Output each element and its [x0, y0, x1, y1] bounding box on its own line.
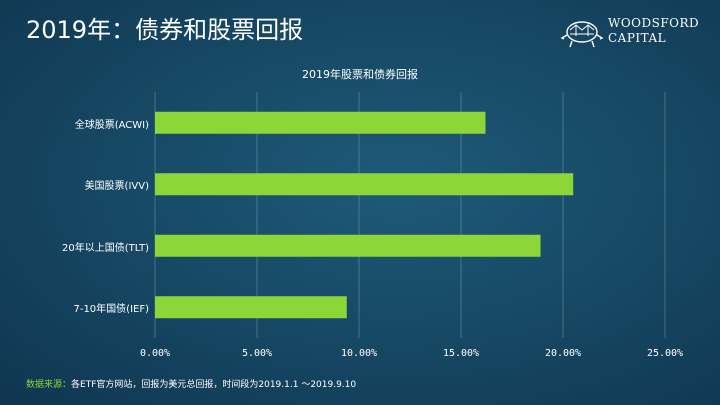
- x-tick-label: 5.00%: [241, 348, 273, 359]
- x-tick-label: 0.00%: [139, 348, 171, 359]
- logo-line-1: WOODSFORD: [608, 16, 700, 30]
- x-tick-label: 20.00%: [544, 348, 582, 359]
- bar: [155, 173, 574, 196]
- category-label: 全球股票(ACWI): [74, 119, 149, 131]
- logo-line-2: CAPITAL: [608, 31, 667, 45]
- source-text: 各ETF官方网站，回报为美元总回报，时间段为2019.1.1 ～2019.9.1…: [71, 380, 357, 390]
- company-logo: WOODSFORD CAPITAL: [560, 16, 710, 50]
- x-tick-label: 10.00%: [340, 348, 378, 359]
- category-label: 7-10年国债(IEF): [73, 304, 149, 316]
- chart-title: 2019年股票和债券回报: [302, 68, 418, 81]
- source-label: 数据来源：: [26, 380, 72, 390]
- bar: [155, 296, 347, 319]
- slide-title: 2019年：债券和股票回报: [26, 16, 304, 44]
- source-note: 数据来源：各ETF官方网站，回报为美元总回报，时间段为2019.1.1 ～201…: [26, 377, 356, 390]
- bar: [155, 111, 486, 134]
- category-label: 20年以上国债(TLT): [62, 242, 149, 254]
- bar: [155, 234, 541, 257]
- x-tick-label: 25.00%: [646, 348, 684, 359]
- category-label: 美国股票(IVV): [84, 181, 149, 193]
- turtle-icon: [560, 21, 604, 48]
- x-tick-label: 15.00%: [442, 348, 480, 359]
